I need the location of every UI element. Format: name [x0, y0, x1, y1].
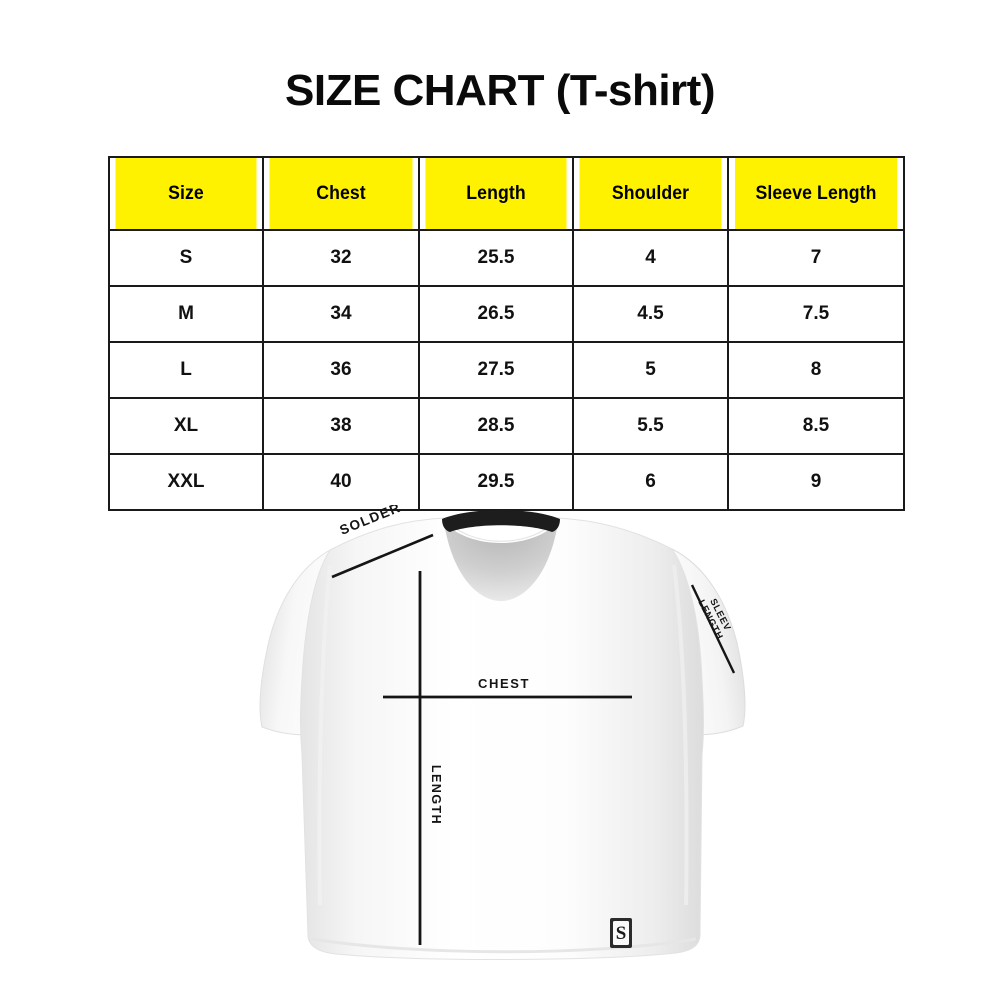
- cell-size: XL: [108, 397, 264, 455]
- table-row: XL 38 28.5 5.5 8.5: [108, 397, 905, 455]
- cell-size: XXL: [108, 453, 264, 511]
- column-header-shoulder: Shoulder: [577, 156, 724, 231]
- table-row: M 34 26.5 4.5 7.5: [108, 285, 905, 343]
- cell-length: 27.5: [418, 341, 574, 399]
- column-header-size: Size: [113, 156, 259, 231]
- cell-length: 29.5: [418, 453, 574, 511]
- cell-size: M: [108, 285, 264, 343]
- cell-chest: 40: [262, 453, 420, 511]
- cell-sleeve: 7: [727, 229, 905, 287]
- table-header-row: Size Chest Length Shoulder Sleeve Length: [109, 156, 904, 231]
- length-label: LENGTH: [429, 765, 443, 825]
- brand-tag-letter: S: [616, 923, 627, 944]
- cell-shoulder: 6: [572, 453, 729, 511]
- length-measure: LENGTH: [418, 571, 443, 945]
- cell-shoulder: 4.5: [572, 285, 729, 343]
- page-title: SIZE CHART (T-shirt): [285, 66, 715, 115]
- table-row: XXL 40 29.5 6 9: [108, 453, 905, 511]
- cell-sleeve: 7.5: [727, 285, 905, 343]
- column-header-sleeve: Sleeve Length: [733, 156, 899, 231]
- cell-length: 25.5: [418, 229, 574, 287]
- column-header-chest: Chest: [267, 156, 415, 231]
- cell-chest: 36: [262, 341, 420, 399]
- table-row: L 36 27.5 5 8: [108, 341, 905, 399]
- cell-length: 26.5: [418, 285, 574, 343]
- chest-label: CHEST: [478, 676, 530, 691]
- cell-shoulder: 5: [572, 341, 729, 399]
- cell-size: S: [108, 229, 264, 287]
- cell-shoulder: 5.5: [572, 397, 729, 455]
- tshirt-illustration: S: [259, 510, 746, 961]
- cell-sleeve: 9: [727, 453, 905, 511]
- size-chart-table: Size Chest Length Shoulder Sleeve Length…: [108, 156, 905, 511]
- collar-rim: [442, 510, 560, 532]
- hem-line: [311, 937, 697, 954]
- shirt-body: [300, 517, 704, 961]
- sleeve-arrow: [690, 584, 736, 674]
- chest-measure: CHEST: [383, 676, 632, 699]
- shoulder-arrow: [331, 533, 434, 579]
- cell-sleeve: 8.5: [727, 397, 905, 455]
- table-row: S 32 25.5 4 7: [108, 229, 905, 287]
- fabric-fold-right: [672, 564, 689, 906]
- cell-sleeve: 8: [727, 341, 905, 399]
- column-header-length: Length: [423, 156, 569, 231]
- cell-chest: 38: [262, 397, 420, 455]
- cell-length: 28.5: [418, 397, 574, 455]
- tshirt-measurement-diagram: S SOLDER SLEEV LENGTH CHEST LENGTH: [0, 505, 1000, 1000]
- cell-size: L: [108, 341, 264, 399]
- neck-opening: [444, 522, 558, 601]
- brand-tag: S: [610, 918, 632, 948]
- cell-chest: 32: [262, 229, 420, 287]
- cell-chest: 34: [262, 285, 420, 343]
- fabric-fold-left: [317, 564, 332, 906]
- cell-shoulder: 4: [572, 229, 729, 287]
